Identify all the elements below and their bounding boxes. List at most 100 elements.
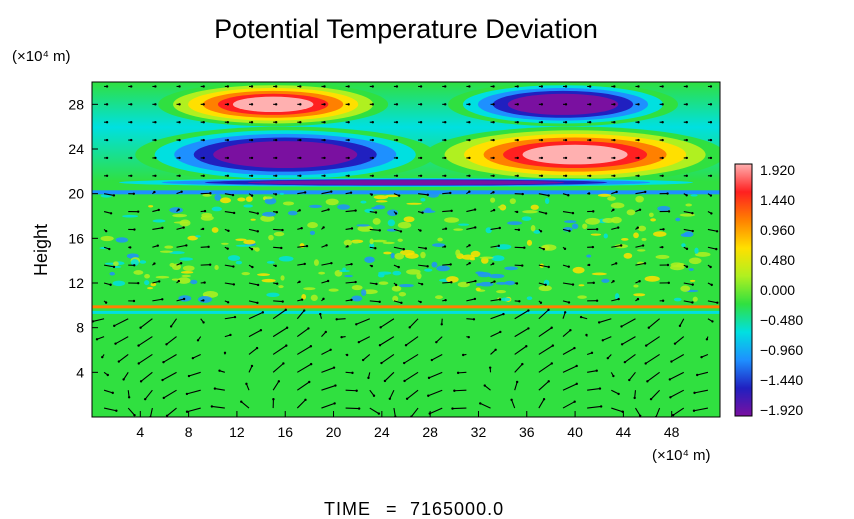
vector-head bbox=[715, 230, 719, 233]
field-speckle bbox=[387, 219, 395, 227]
wind-vector bbox=[442, 263, 451, 266]
vector-head bbox=[354, 280, 357, 284]
field-contour bbox=[522, 144, 628, 165]
field-speckle bbox=[406, 202, 422, 205]
wind-vector bbox=[248, 300, 258, 304]
vector-head bbox=[322, 297, 325, 301]
field-speckle bbox=[369, 238, 374, 245]
vector-head bbox=[226, 138, 230, 142]
wind-vector bbox=[635, 191, 646, 195]
wind-vector bbox=[144, 389, 153, 400]
wind-vector bbox=[166, 336, 177, 345]
wind-vector bbox=[466, 209, 476, 213]
wind-vector bbox=[406, 389, 419, 400]
vector-head bbox=[349, 191, 353, 194]
field-speckle bbox=[263, 196, 273, 200]
x-tick-label: 8 bbox=[185, 424, 193, 440]
wind-vector bbox=[683, 210, 693, 214]
field-speckle bbox=[169, 251, 185, 255]
vector-head bbox=[498, 298, 502, 301]
colorbar-tick-label: 1.920 bbox=[760, 162, 795, 178]
field-speckle bbox=[152, 219, 166, 223]
vector-head bbox=[299, 174, 302, 177]
vector-head bbox=[105, 174, 109, 177]
vector-head bbox=[250, 85, 254, 88]
field-speckle bbox=[171, 263, 182, 271]
vector-head bbox=[661, 299, 665, 302]
vector-head bbox=[209, 192, 212, 195]
field-speckle bbox=[235, 244, 252, 247]
vector-head bbox=[203, 281, 206, 284]
vector-head bbox=[637, 138, 640, 142]
vector-head bbox=[587, 263, 591, 267]
field-speckle bbox=[446, 276, 459, 283]
field-speckle bbox=[526, 296, 533, 301]
vector-head bbox=[443, 245, 447, 248]
vector-head bbox=[715, 247, 718, 251]
wind-vector bbox=[321, 367, 335, 373]
wind-vector bbox=[273, 228, 283, 231]
vector-head bbox=[444, 121, 447, 124]
field-speckle bbox=[113, 261, 119, 266]
field-speckle bbox=[390, 252, 395, 259]
wind-vector bbox=[162, 371, 177, 381]
vector-head bbox=[370, 264, 374, 268]
vector-head bbox=[515, 282, 519, 285]
field-speckle bbox=[187, 235, 198, 241]
vector-head bbox=[323, 103, 326, 106]
vector-head bbox=[130, 103, 133, 106]
vector-head bbox=[419, 174, 423, 177]
vector-head bbox=[274, 264, 277, 268]
vector-head bbox=[380, 361, 383, 365]
vector-head bbox=[180, 190, 183, 193]
field-speckle bbox=[241, 271, 250, 276]
vector-head bbox=[154, 174, 157, 177]
field-speckle bbox=[343, 239, 353, 246]
vector-head bbox=[285, 344, 288, 347]
colorbar bbox=[734, 163, 753, 417]
wind-vector bbox=[435, 336, 443, 343]
vector-head bbox=[599, 405, 603, 408]
vector-head bbox=[259, 329, 263, 332]
wind-vector bbox=[224, 282, 234, 285]
vector-head bbox=[644, 190, 647, 194]
field-speckle bbox=[382, 241, 395, 245]
wind-vector bbox=[405, 336, 419, 346]
vector-head bbox=[527, 327, 530, 330]
vector-head bbox=[426, 193, 430, 197]
vector-head bbox=[374, 247, 377, 250]
field-speckle bbox=[337, 204, 350, 210]
vector-head bbox=[182, 297, 186, 301]
vector-head bbox=[309, 362, 313, 366]
field-speckle bbox=[479, 256, 494, 259]
vector-head bbox=[691, 211, 694, 215]
field-speckle bbox=[496, 244, 512, 250]
field-speckle bbox=[372, 239, 387, 243]
plot-area bbox=[92, 82, 720, 417]
vector-head bbox=[250, 103, 254, 106]
vector-head bbox=[540, 156, 544, 160]
field-speckle bbox=[424, 268, 433, 272]
field-speckle bbox=[544, 197, 550, 204]
field-speckle bbox=[243, 204, 254, 208]
colorbar-ticks: 1.920 1.440 0.960 0.480 0.000 −0.480 −0.960 −1.… bbox=[760, 162, 803, 418]
vector-head bbox=[347, 121, 350, 124]
wind-vector bbox=[645, 354, 660, 364]
field-speckle bbox=[637, 225, 647, 232]
wind-vector bbox=[671, 353, 685, 363]
vector-head bbox=[571, 211, 575, 215]
vector-head bbox=[202, 85, 205, 88]
field-speckle bbox=[679, 213, 695, 217]
wind-vector bbox=[321, 262, 332, 266]
field-speckle bbox=[115, 237, 129, 243]
vector-head bbox=[673, 342, 677, 345]
vector-head bbox=[661, 156, 664, 160]
wind-vector bbox=[538, 264, 549, 268]
vector-head bbox=[661, 85, 664, 88]
field-speckle bbox=[434, 295, 443, 300]
vector-head bbox=[516, 138, 519, 142]
field-speckle bbox=[190, 279, 198, 285]
field-speckle bbox=[590, 233, 602, 236]
vector-head bbox=[137, 210, 140, 213]
wind-vector bbox=[621, 336, 636, 345]
